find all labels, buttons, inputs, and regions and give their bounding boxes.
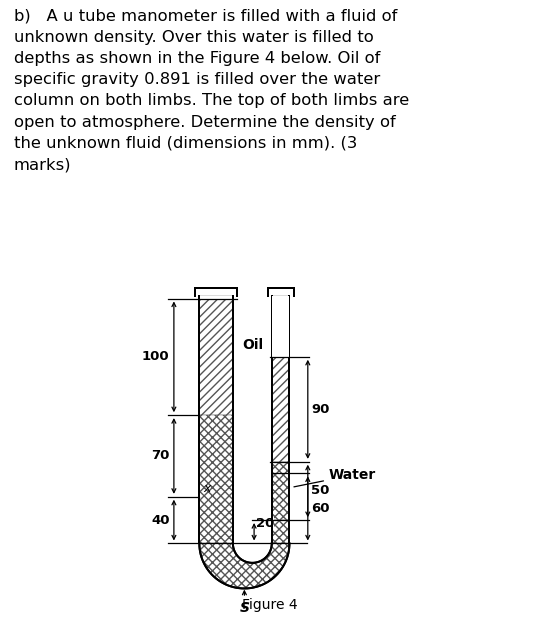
Text: Water: Water: [294, 468, 376, 487]
Bar: [200, 296, 232, 298]
Bar: [272, 296, 289, 462]
Bar: [199, 415, 233, 543]
Text: 100: 100: [142, 350, 170, 363]
Text: Figure 4: Figure 4: [242, 598, 298, 612]
Bar: [272, 520, 289, 543]
Text: x: x: [203, 482, 210, 495]
Text: S: S: [239, 591, 249, 615]
Text: b)   A u tube manometer is filled with a fluid of
unknown density. Over this wat: b) A u tube manometer is filled with a f…: [14, 8, 409, 172]
Text: Oil: Oil: [242, 338, 263, 352]
Text: 40: 40: [151, 514, 170, 527]
Text: 70: 70: [151, 449, 170, 463]
Text: 20: 20: [256, 517, 274, 529]
Bar: [273, 296, 289, 357]
Polygon shape: [199, 543, 289, 589]
Bar: [272, 462, 289, 520]
Text: 90: 90: [312, 403, 330, 416]
Bar: [199, 296, 233, 415]
Text: 50: 50: [312, 485, 330, 497]
Text: 60: 60: [312, 502, 330, 515]
